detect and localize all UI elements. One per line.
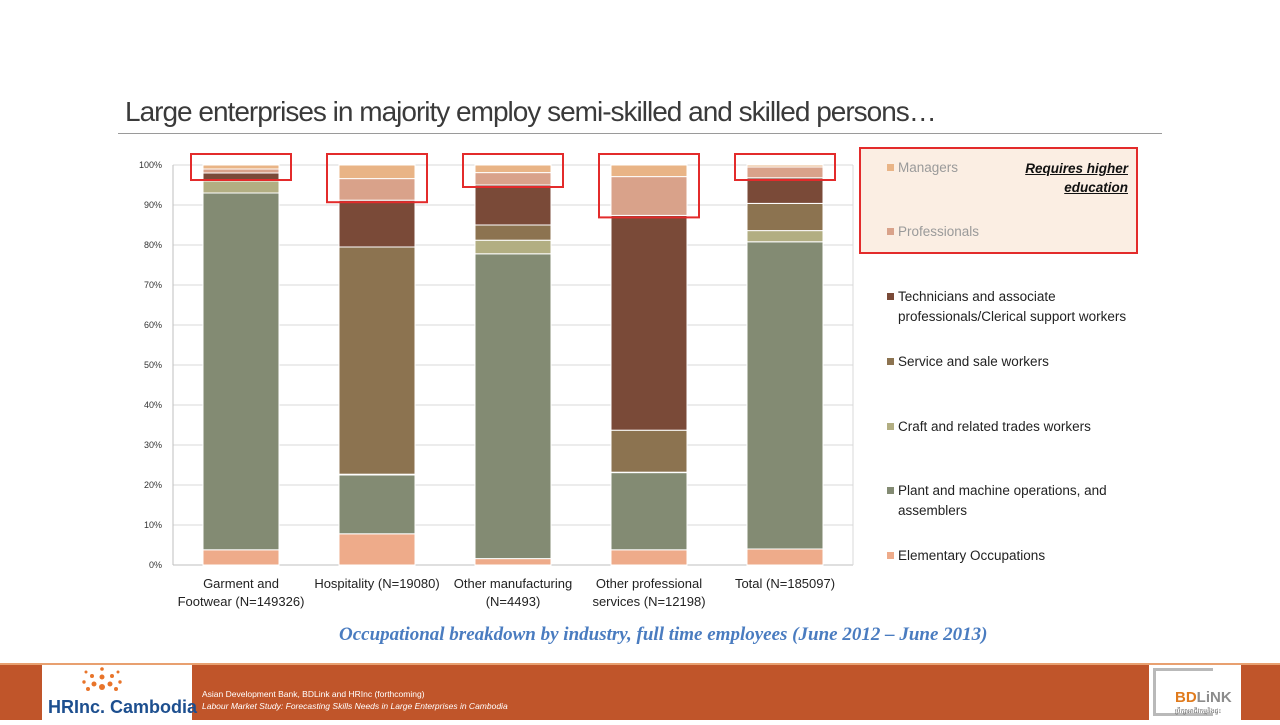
y-tick-label: 90% [144,200,162,210]
bar-segment [611,473,687,550]
x-tick-label: Hospitality (N=19080) [314,576,439,591]
bar-segment [475,254,551,559]
legend-swatch [887,164,894,171]
y-tick-label: 40% [144,400,162,410]
x-tick-label: services (N=12198) [592,594,705,609]
legend-swatch [887,423,894,430]
bar-segment [475,225,551,240]
legend-item: Technicians and associate professionals/… [898,287,1130,326]
bd-part: BD [1175,689,1197,706]
x-tick-label: Footwear (N=149326) [178,594,305,609]
y-tick-label: 80% [144,240,162,250]
legend-label: Technicians and associate professionals/… [898,289,1126,324]
bar-segment [475,185,551,225]
bar-segment [339,179,415,201]
bdlink-subtext: ប្រឹក្សាអាជីវកម្មនិងផ្ទះ [1175,707,1221,716]
chart-caption: Occupational breakdown by industry, full… [339,624,987,646]
legend-item: Elementary Occupations [898,546,1130,566]
bar-segment [339,165,415,179]
bar-segment [611,177,687,216]
y-tick-label: 10% [144,520,162,530]
legend-swatch [887,552,894,559]
bdlink-logo: BDLiNK ប្រឹក្សាអាជីវកម្មនិងផ្ទះ [1149,665,1241,720]
link-part: LiNK [1197,689,1232,706]
bar-segment [611,430,687,472]
legend-label: Plant and machine operations, and assemb… [898,483,1107,518]
hrinc-logo: HRInc. Cambodia [42,665,192,720]
x-tick-label: (N=4493) [486,594,541,609]
y-tick-label: 20% [144,480,162,490]
note-line-2: education [988,178,1128,197]
y-tick-label: 30% [144,440,162,450]
y-tick-label: 100% [139,160,162,170]
bar-segment [747,549,823,565]
bar-segment [747,231,823,242]
y-tick-label: 0% [149,560,162,570]
legend-item: Professionals [898,222,1130,242]
bar-segment [203,169,279,173]
legend-label: Professionals [898,224,979,239]
footer-accent-line [0,663,1280,665]
bar-segment [475,559,551,565]
bar-segment [339,534,415,565]
bar-segment [339,200,415,247]
bar-segment [475,173,551,185]
bar-segment [203,165,279,169]
bar-segment [339,475,415,534]
bar-segment [611,550,687,565]
footer-line-2: Labour Market Study: Forecasting Skills … [202,700,508,712]
bar-segment [747,167,823,178]
bar-segment [475,240,551,254]
bar-segment [747,242,823,549]
legend-item: Managers [898,158,1130,178]
bar-segment [747,203,823,230]
legend-item: Craft and related trades workers [898,417,1130,437]
hrinc-logo-text: HRInc. Cambodia [48,697,197,718]
legend-label: Service and sale workers [898,354,1049,369]
bar-segment [203,193,279,550]
bar-segment [747,165,823,167]
bar-segment [339,247,415,474]
footer-citation: Asian Development Bank, BDLink and HRInc… [202,688,508,712]
x-tick-label: Other manufacturing [454,576,573,591]
legend-swatch [887,487,894,494]
x-tick-label: Total (N=185097) [735,576,835,591]
bar-segment [203,181,279,193]
legend-item: Service and sale workers [898,352,1130,372]
x-tick-label: Other professional [596,576,702,591]
legend-swatch [887,293,894,300]
bar-segment [611,165,687,177]
bar-segment [747,178,823,204]
legend-label: Craft and related trades workers [898,419,1091,434]
x-tick-label: Garment and [203,576,279,591]
bar-segment [203,550,279,565]
y-tick-label: 70% [144,280,162,290]
legend-swatch [887,358,894,365]
y-tick-label: 60% [144,320,162,330]
legend-label: Managers [898,160,958,175]
bar-segment [611,215,687,430]
legend-item: Plant and machine operations, and assemb… [898,481,1130,520]
legend-label: Elementary Occupations [898,548,1045,563]
legend-swatch [887,228,894,235]
bdlink-logo-text: BDLiNK [1175,689,1232,706]
bar-segment [475,165,551,173]
footer-line-1: Asian Development Bank, BDLink and HRInc… [202,688,508,700]
y-tick-label: 50% [144,360,162,370]
